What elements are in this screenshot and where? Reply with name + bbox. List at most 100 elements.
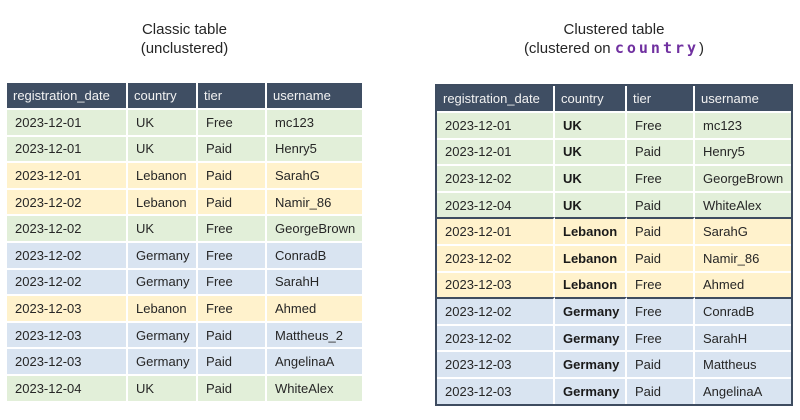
username-cell: ConradB: [695, 297, 791, 326]
username-cell: SarahH: [695, 325, 791, 353]
username-cell: Henry5: [695, 139, 791, 167]
column-header-country: country: [555, 86, 627, 113]
tier-cell: Paid: [198, 136, 267, 164]
table-row: 2023-12-01 Lebanon Paid SarahG: [7, 163, 362, 190]
country-cell: Lebanon: [128, 163, 198, 190]
tier-cell: Free: [198, 110, 267, 137]
tier-cell: Paid: [627, 378, 695, 404]
classic-table: registration_date country tier username 202…: [7, 83, 362, 403]
classic-table-body: 2023-12-01 UK Free mc123 2023-12-01 UK Paid Hen…: [7, 110, 362, 403]
table-row: 2023-12-04 UK Paid WhiteAlex: [7, 375, 362, 403]
clustered-table-title: Clustered table (clustered on country): [435, 20, 793, 58]
country-cell: Lebanon: [128, 189, 198, 217]
username-cell: AngelinaA: [267, 349, 362, 376]
clustered-table-title-line2: (clustered on country): [435, 39, 793, 58]
registration_date-cell: 2023-12-01: [7, 136, 128, 164]
clustered-table: registration_date country tier username 202…: [435, 84, 793, 406]
registration_date-cell: 2023-12-02: [437, 325, 555, 353]
classic-table-header: registration_date country tier username: [7, 83, 362, 110]
table-row: 2023-12-03 Germany Paid Mattheus_2: [7, 322, 362, 350]
tier-cell: Paid: [627, 139, 695, 167]
country-cell: Germany: [128, 349, 198, 376]
header-row: registration_date country tier username: [437, 86, 791, 113]
tier-cell: Free: [627, 272, 695, 298]
column-header-registration_date: registration_date: [437, 86, 555, 113]
username-cell: AngelinaA: [695, 378, 791, 404]
country-cell: UK: [555, 113, 627, 140]
table-row: 2023-12-03 Lebanon Free Ahmed: [7, 296, 362, 323]
country-cell: Germany: [555, 352, 627, 379]
username-cell: SarahH: [267, 269, 362, 297]
registration_date-cell: 2023-12-04: [7, 375, 128, 403]
country-cell: UK: [555, 192, 627, 218]
country-cell: Lebanon: [555, 217, 627, 246]
registration_date-cell: 2023-12-02: [437, 297, 555, 326]
table-row: 2023-12-01 Lebanon Paid SarahG: [437, 217, 791, 246]
country-cell: Germany: [555, 325, 627, 353]
column-header-tier: tier: [198, 83, 267, 110]
table-row: 2023-12-04 UK Paid WhiteAlex: [437, 192, 791, 218]
tier-cell: Paid: [198, 349, 267, 376]
clustered-table-header: registration_date country tier username: [437, 86, 791, 113]
username-cell: Mattheus_2: [267, 322, 362, 350]
registration_date-cell: 2023-12-04: [437, 192, 555, 218]
country-cell: Germany: [128, 269, 198, 297]
registration_date-cell: 2023-12-01: [437, 217, 555, 246]
tier-cell: Free: [198, 269, 267, 297]
tier-cell: Free: [627, 166, 695, 193]
country-cell: UK: [128, 136, 198, 164]
country-cell: Germany: [128, 322, 198, 350]
header-row: registration_date country tier username: [7, 83, 362, 110]
tier-cell: Free: [198, 216, 267, 243]
registration_date-cell: 2023-12-03: [7, 322, 128, 350]
table-row: 2023-12-01 UK Free mc123: [437, 113, 791, 140]
username-cell: GeorgeBrown: [267, 216, 362, 243]
table-row: 2023-12-02 Germany Free ConradB: [7, 242, 362, 270]
tier-cell: Paid: [627, 352, 695, 379]
tier-cell: Free: [627, 297, 695, 326]
registration_date-cell: 2023-12-01: [437, 113, 555, 140]
table-row: 2023-12-02 UK Free GeorgeBrown: [437, 166, 791, 193]
country-cell: Germany: [555, 297, 627, 326]
tier-cell: Free: [627, 325, 695, 353]
table-row: 2023-12-01 UK Paid Henry5: [7, 136, 362, 164]
registration_date-cell: 2023-12-01: [437, 139, 555, 167]
column-header-username: username: [267, 83, 362, 110]
clustered-table-body: 2023-12-01 UK Free mc123 2023-12-01 UK Paid Hen…: [437, 113, 791, 404]
country-cell: UK: [555, 139, 627, 167]
tier-cell: Free: [627, 113, 695, 140]
clustered-on-suffix: ): [699, 40, 705, 57]
table-row: 2023-12-02 Lebanon Paid Namir_86: [7, 189, 362, 217]
table-row: 2023-12-03 Germany Paid AngelinaA: [7, 349, 362, 376]
table-row: 2023-12-01 UK Paid Henry5: [437, 139, 791, 167]
table-row: 2023-12-03 Germany Paid Mattheus: [437, 352, 791, 379]
username-cell: SarahG: [267, 163, 362, 190]
country-cell: Lebanon: [128, 296, 198, 323]
clustered-on-prefix: (clustered on: [523, 40, 615, 57]
country-cell: UK: [128, 110, 198, 137]
registration_date-cell: 2023-12-03: [437, 272, 555, 298]
registration_date-cell: 2023-12-03: [437, 378, 555, 404]
registration_date-cell: 2023-12-02: [7, 269, 128, 297]
registration_date-cell: 2023-12-03: [7, 296, 128, 323]
username-cell: SarahG: [695, 217, 791, 246]
registration_date-cell: 2023-12-02: [7, 189, 128, 217]
column-header-tier: tier: [627, 86, 695, 113]
username-cell: Namir_86: [695, 245, 791, 273]
clustered-data-table: registration_date country tier username 202…: [437, 86, 791, 404]
registration_date-cell: 2023-12-01: [7, 163, 128, 190]
country-cell: UK: [128, 216, 198, 243]
classic-data-table: registration_date country tier username 202…: [7, 83, 362, 403]
classic-table-title: Classic table (unclustered): [7, 20, 362, 58]
classic-table-title-line2: (unclustered): [140, 40, 229, 57]
table-row: 2023-12-02 Germany Free ConradB: [437, 297, 791, 326]
registration_date-cell: 2023-12-02: [7, 216, 128, 243]
table-row: 2023-12-03 Lebanon Free Ahmed: [437, 272, 791, 298]
column-header-country: country: [128, 83, 198, 110]
country-cell: UK: [128, 375, 198, 403]
table-row: 2023-12-01 UK Free mc123: [7, 110, 362, 137]
country-code-text: country: [614, 39, 700, 57]
country-cell: Lebanon: [555, 272, 627, 298]
registration_date-cell: 2023-12-03: [7, 349, 128, 376]
column-header-username: username: [695, 86, 791, 113]
